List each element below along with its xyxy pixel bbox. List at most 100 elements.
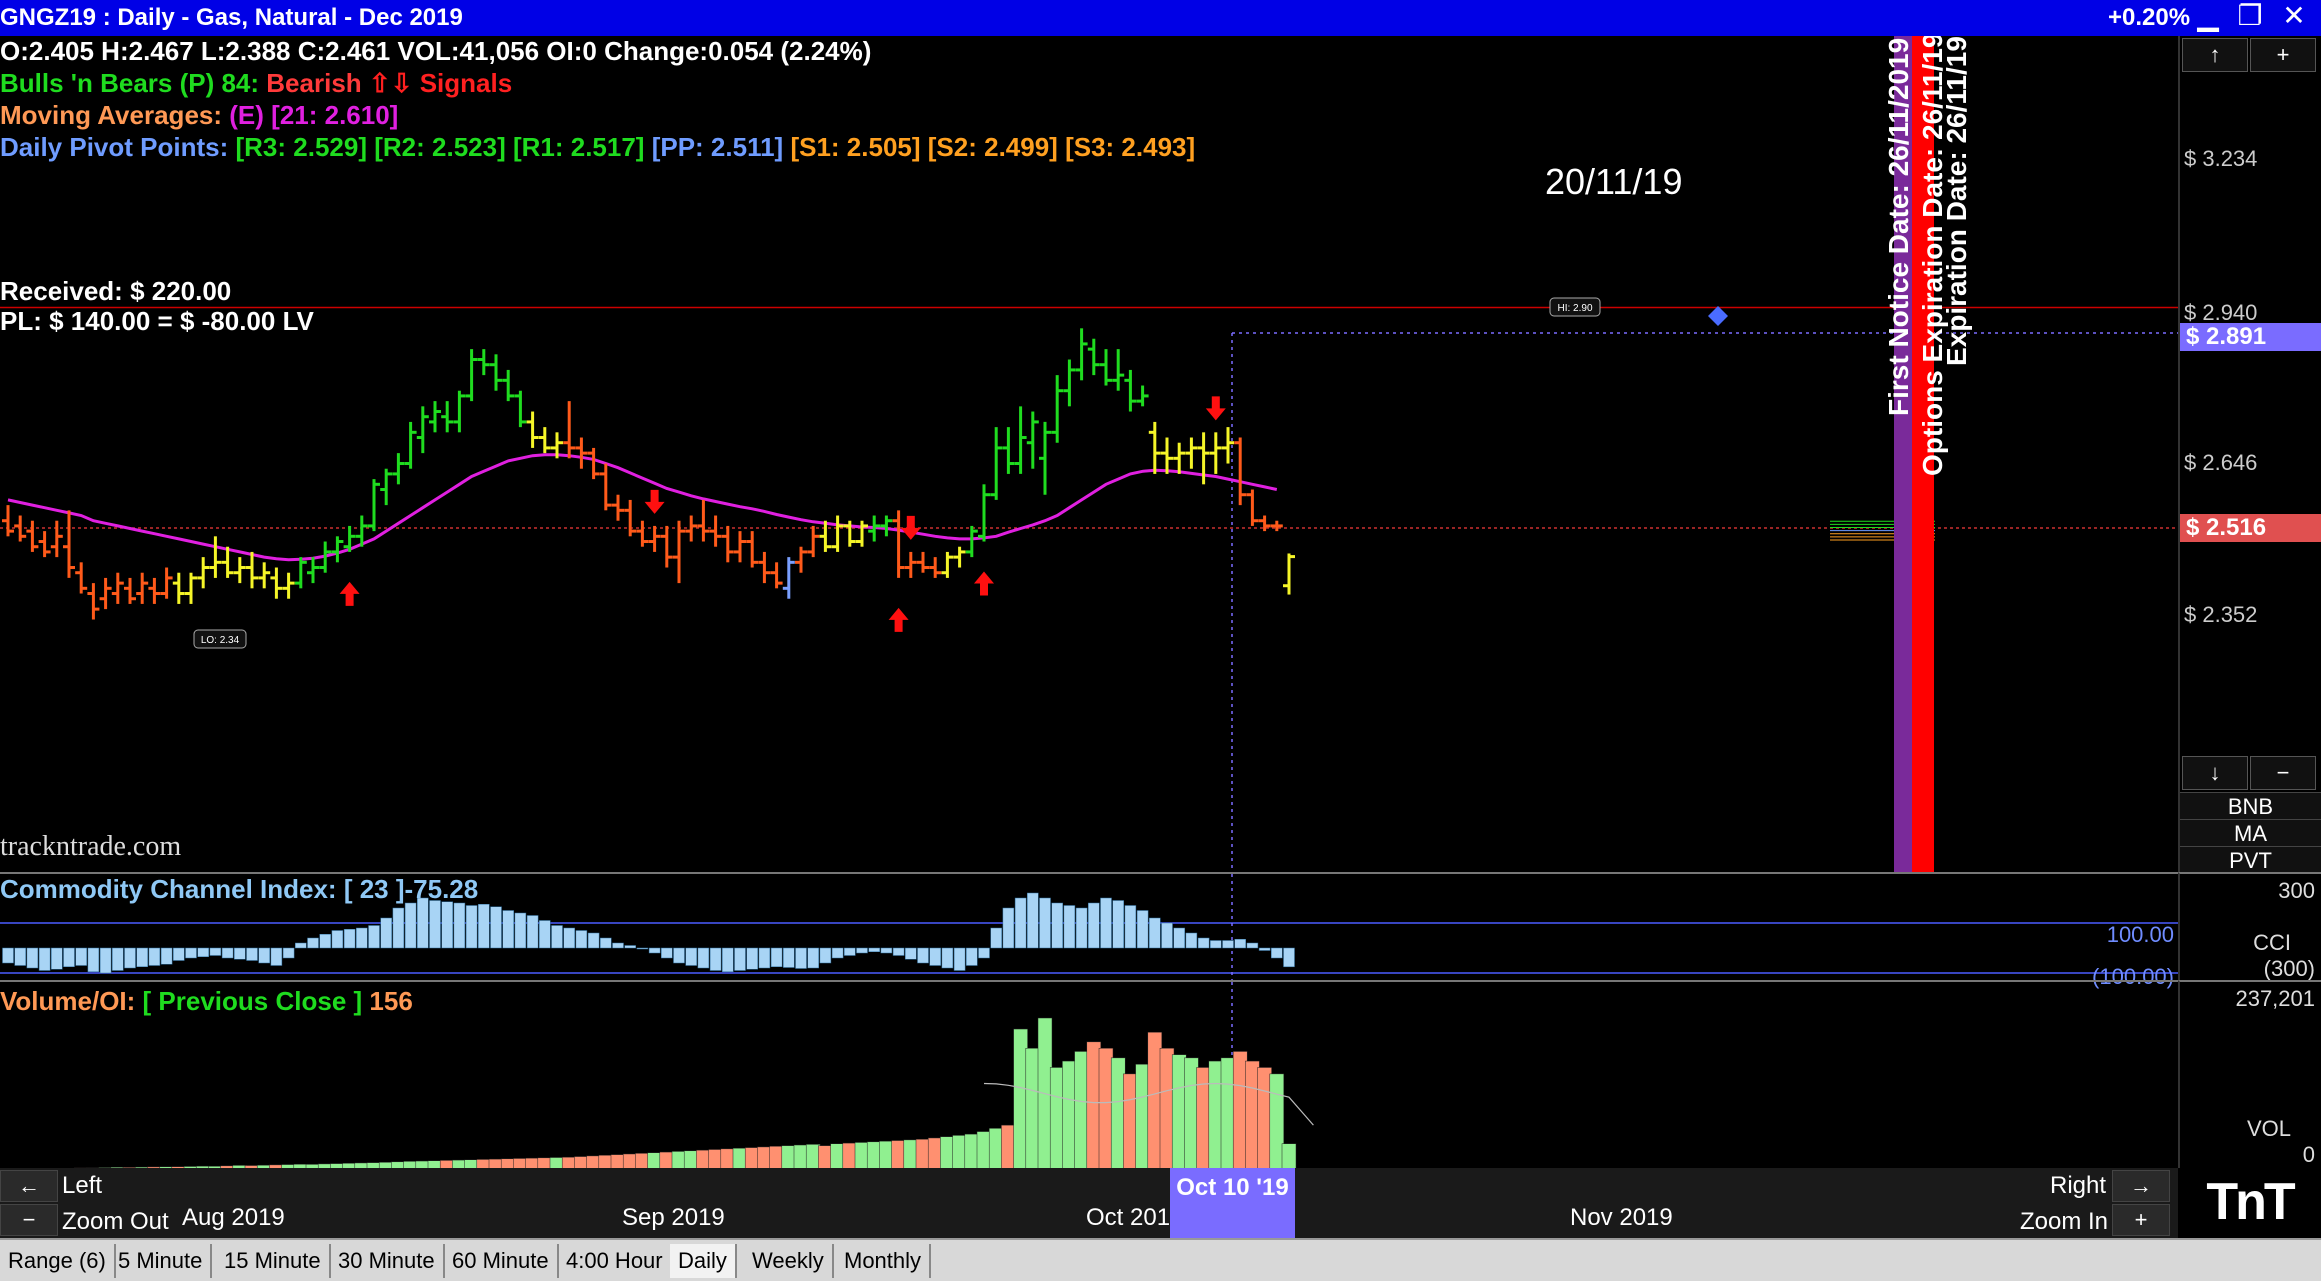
scroll-left-button[interactable]: ← bbox=[0, 1170, 58, 1202]
ohlc-bar bbox=[246, 551, 258, 589]
tab-5-minute[interactable]: 5 Minute bbox=[110, 1244, 213, 1278]
cci-bar bbox=[1136, 910, 1149, 949]
volume-bar bbox=[708, 1149, 723, 1171]
pivot-s3: [S3: 2.493] bbox=[1065, 132, 1196, 162]
cci-bar bbox=[1027, 892, 1039, 949]
ohlc-bar bbox=[697, 499, 710, 542]
pivot-label: Daily Pivot Points: bbox=[0, 132, 229, 162]
cci-bar bbox=[136, 947, 148, 967]
scroll-left-label[interactable]: Left bbox=[62, 1172, 103, 1199]
ohlc-bar bbox=[197, 557, 210, 589]
scroll-right-label[interactable]: Right bbox=[2050, 1172, 2107, 1199]
ohlc-bar bbox=[148, 577, 161, 604]
ohlc-bar bbox=[63, 510, 75, 578]
pvt-toggle-button[interactable]: PVT bbox=[2180, 846, 2321, 873]
cci-bar bbox=[831, 947, 844, 959]
cci-bar bbox=[1002, 907, 1015, 949]
cci-bar bbox=[429, 900, 441, 949]
ohlc-bar bbox=[441, 401, 454, 433]
volume-bar bbox=[866, 1141, 882, 1171]
price-axis[interactable]: ↑ + $ 3.234 $ 2.940 $ 2.646 $ 2.352 $ 2.… bbox=[2178, 36, 2321, 873]
zoom-in-button[interactable]: + bbox=[2112, 1204, 2170, 1236]
cci-bar bbox=[38, 947, 51, 971]
ohlc-bar bbox=[392, 453, 405, 485]
price-chart-svg: First Notice Date: 26/11/2019 Options Exp… bbox=[0, 36, 2178, 872]
ohlc-bar bbox=[490, 354, 502, 391]
cci-axis-label: CCI bbox=[2253, 930, 2291, 955]
zoom-out-label[interactable]: Zoom Out bbox=[62, 1208, 169, 1235]
volume-pane[interactable]: Volume/OI: [ Previous Close ] 156 bbox=[0, 980, 2178, 1172]
cci-bar bbox=[795, 947, 807, 969]
tab-weekly[interactable]: Weekly bbox=[744, 1244, 834, 1278]
volume-bar bbox=[842, 1142, 858, 1171]
tab-monthly[interactable]: Monthly bbox=[836, 1244, 932, 1278]
volume-bar bbox=[818, 1145, 833, 1171]
ohlc-bar bbox=[575, 437, 588, 469]
bnb-toggle-button[interactable]: BNB bbox=[2180, 792, 2321, 819]
cci-pane[interactable]: Commodity Channel Index: [ 23 ]-75.28 10… bbox=[0, 872, 2178, 989]
cci-bar bbox=[612, 942, 624, 949]
volume-bar bbox=[1281, 1143, 1297, 1171]
tab-60-minute[interactable]: 60 Minute bbox=[444, 1244, 559, 1278]
zoom-in-label[interactable]: Zoom In bbox=[2020, 1208, 2109, 1235]
scale-minus-button[interactable]: − bbox=[2250, 756, 2316, 790]
ohlc-bar bbox=[734, 531, 746, 563]
pivot-s2: [S2: 2.499] bbox=[927, 132, 1058, 162]
month-label: Nov 2019 bbox=[1570, 1204, 1673, 1231]
volume-bar bbox=[1232, 1051, 1248, 1171]
ohlc-bar bbox=[429, 401, 441, 433]
volume-bar bbox=[1001, 1124, 1016, 1171]
volume-bar bbox=[903, 1139, 919, 1171]
tab-range[interactable]: Range (6) bbox=[0, 1244, 116, 1278]
scale-up-button[interactable]: ↑ bbox=[2182, 38, 2248, 72]
current-date-marker[interactable]: Oct 10 '19 bbox=[1170, 1168, 1295, 1238]
ohlc-bar bbox=[599, 463, 612, 511]
tab-daily[interactable]: Daily bbox=[670, 1244, 737, 1278]
ohlc-bar bbox=[1075, 328, 1088, 381]
cci-bar bbox=[502, 910, 514, 949]
cci-bar bbox=[1271, 947, 1283, 959]
sell-signal-arrow bbox=[900, 515, 921, 540]
restore-button[interactable]: ❐ bbox=[2237, 0, 2263, 31]
cci-bar bbox=[856, 947, 868, 954]
scroll-right-button[interactable]: → bbox=[2112, 1170, 2170, 1202]
tnt-logo: TnT bbox=[2178, 1168, 2321, 1238]
tab-4-hour[interactable]: 4:00 Hour bbox=[558, 1244, 673, 1278]
scale-down-button[interactable]: ↓ bbox=[2182, 756, 2248, 790]
cci-bar bbox=[905, 947, 917, 960]
cci-bar bbox=[685, 947, 697, 966]
volume-axis-bottom: 0 bbox=[2302, 1142, 2315, 1167]
cci-bar bbox=[563, 927, 575, 949]
buy-signal-arrow bbox=[888, 607, 909, 632]
ohlc-bar bbox=[721, 525, 734, 563]
ohlc-bar bbox=[807, 525, 820, 558]
ohlc-bar bbox=[380, 468, 393, 506]
ma-toggle-button[interactable]: MA bbox=[2180, 819, 2321, 846]
scale-plus-button[interactable]: + bbox=[2250, 38, 2316, 72]
buy-signal-arrow bbox=[974, 571, 994, 596]
volume-bar bbox=[988, 1128, 1004, 1171]
tab-30-minute[interactable]: 30 Minute bbox=[330, 1244, 445, 1278]
ohlc-bar bbox=[660, 525, 673, 568]
volume-mode: [ Previous Close ] bbox=[142, 986, 363, 1016]
volume-bar bbox=[891, 1140, 906, 1171]
volume-bar bbox=[1025, 1047, 1041, 1171]
cci-bar bbox=[307, 937, 319, 949]
sell-signal-arrow bbox=[1205, 396, 1226, 421]
watermark: trackntrade.com bbox=[0, 831, 182, 862]
ohlc-bar bbox=[1051, 375, 1064, 443]
volume-bar bbox=[1245, 1060, 1260, 1171]
ma-value: [21: 2.610] bbox=[271, 100, 399, 130]
zoom-out-button[interactable]: − bbox=[0, 1204, 58, 1236]
close-button[interactable]: ✕ bbox=[2282, 0, 2306, 31]
ohlc-bar bbox=[843, 520, 856, 547]
cci-bar bbox=[343, 929, 356, 949]
ohlc-bar bbox=[124, 577, 136, 604]
ohlc-bar bbox=[185, 572, 197, 604]
price-chart-pane[interactable]: First Notice Date: 26/11/2019 Options Exp… bbox=[0, 36, 2178, 872]
tab-15-minute[interactable]: 15 Minute bbox=[216, 1244, 331, 1278]
ohlc-bar bbox=[111, 572, 124, 604]
cci-bar bbox=[221, 947, 234, 959]
minimize-button[interactable]: ▁ bbox=[2197, 0, 2219, 31]
cci-bar bbox=[587, 932, 600, 949]
